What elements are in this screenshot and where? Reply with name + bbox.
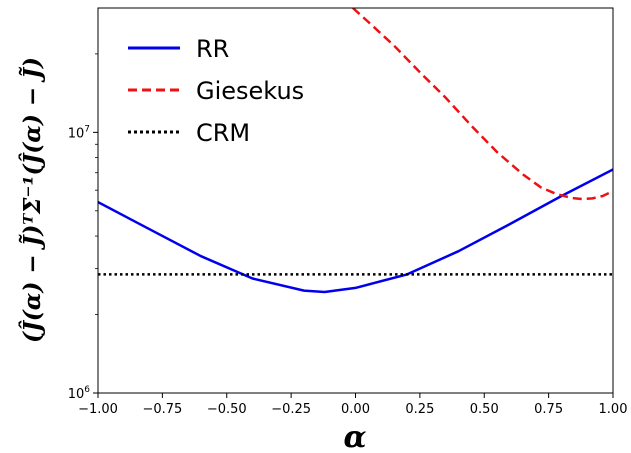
legend-label-giesekus: Giesekus [196,77,304,105]
x-tick-label: 0.50 [470,402,499,417]
series-line-rr [98,168,613,294]
x-tick-label: −0.50 [207,402,247,417]
legend-label-crm: CRM [196,119,250,147]
series-line-giesekus [352,8,613,201]
x-tick-label: 0.00 [341,402,370,417]
ticks-layer: −1.00 −0.75 −0.50 −0.25 0.00 0.25 0.50 0.75 1.00… [68,53,628,417]
x-tick-label: −1.00 [78,402,118,417]
x-tick-label: 0.75 [534,402,563,417]
x-tick-label: 0.25 [405,402,434,417]
legend: RR Giesekus CRM [128,35,304,147]
y-tick-label: 107 [68,124,90,141]
series-layer [98,8,613,294]
y-axis-label: (Ĵ(α) − J̃)ᵀΣ⁻¹(Ĵ(α) − J̃) [19,57,46,343]
legend-label-rr: RR [196,35,229,63]
x-tick-label: 1.00 [599,402,628,417]
x-axis-label: α [343,420,366,453]
y-tick-label: 106 [68,385,91,402]
x-tick-label: −0.25 [271,402,311,417]
x-tick-label: −0.75 [142,402,182,417]
